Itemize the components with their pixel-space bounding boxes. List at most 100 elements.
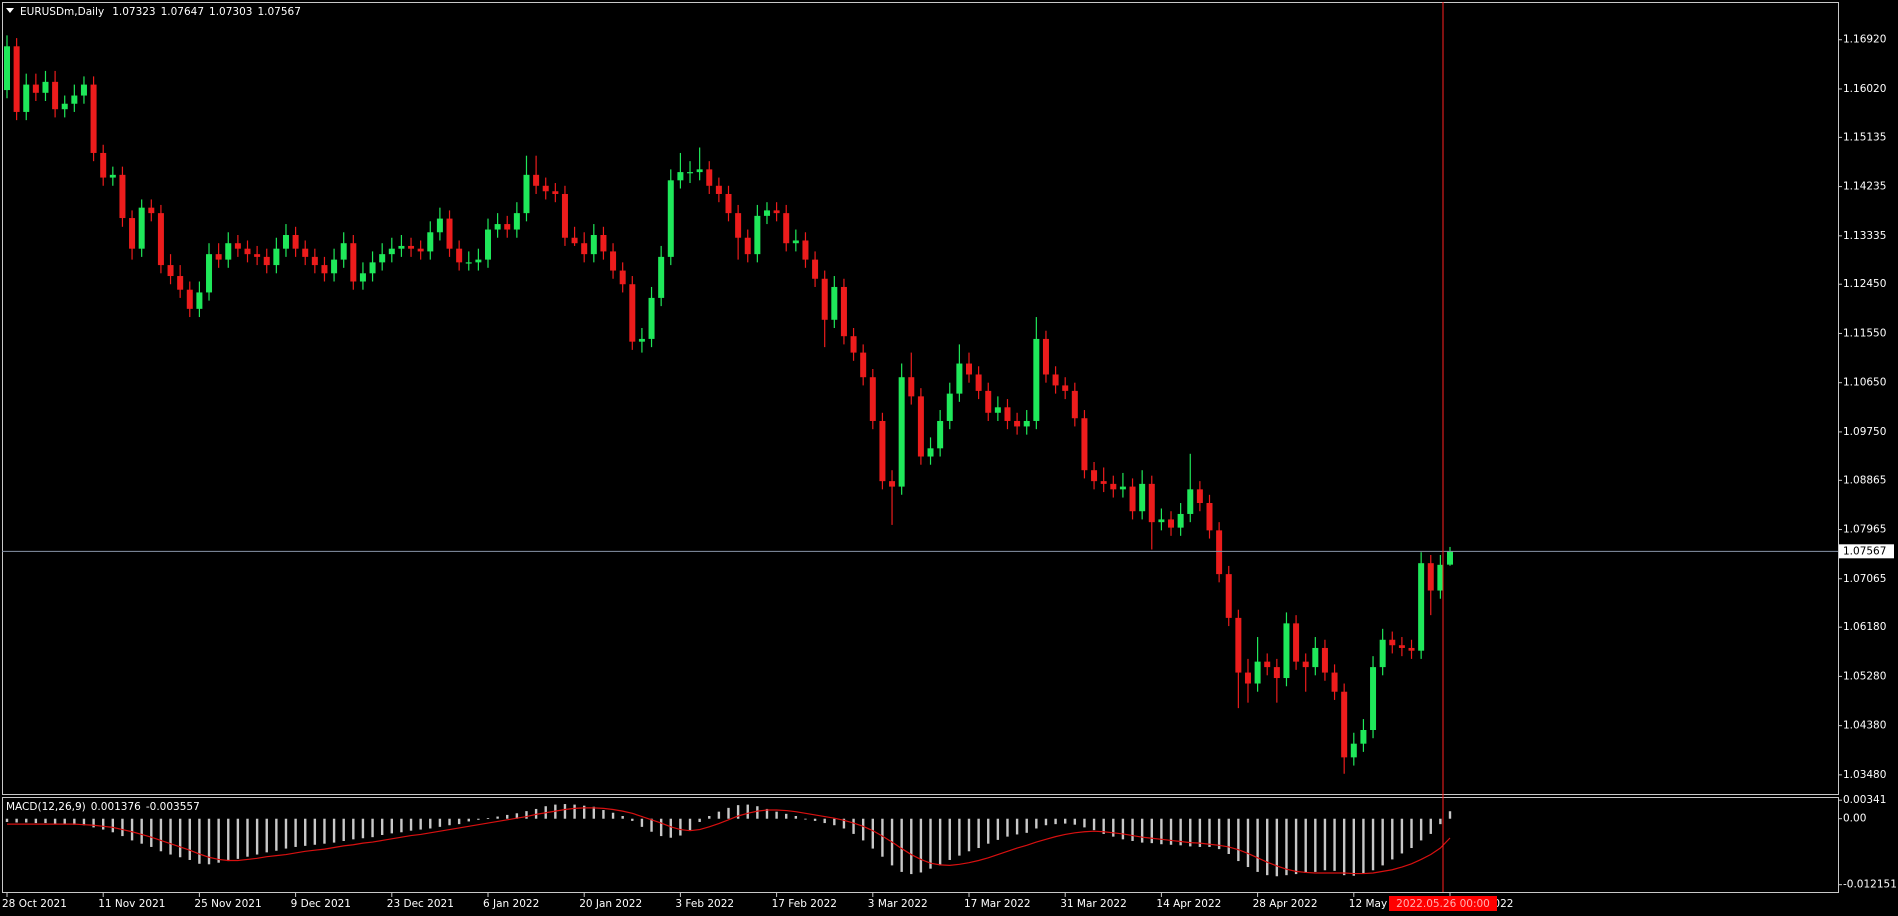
macd-bar: [1169, 818, 1173, 845]
candle-body: [840, 286, 847, 337]
candle-body: [735, 213, 742, 238]
macd-bar: [198, 818, 201, 864]
candle-body: [1216, 530, 1223, 575]
candle-body: [956, 363, 963, 394]
candle-body: [610, 251, 617, 271]
candle-body: [725, 193, 732, 214]
y-tick-label: 1.14235: [1843, 181, 1886, 193]
macd-bar: [44, 818, 47, 824]
candle-body: [71, 95, 78, 104]
macd-bar: [717, 811, 721, 819]
macd-bar: [621, 816, 624, 819]
signal-line: [7, 807, 1451, 875]
macd-bar: [1083, 818, 1086, 828]
macd-bar: [400, 818, 403, 833]
candle-body: [119, 174, 126, 219]
candle-body: [350, 243, 357, 282]
macd-bar: [563, 804, 567, 819]
candle-body: [763, 210, 770, 216]
macd-bar: [1121, 818, 1125, 840]
candle-body: [254, 254, 261, 257]
macd-bar: [833, 818, 836, 826]
macd-bar: [1285, 818, 1288, 876]
candle-body: [1254, 661, 1261, 684]
candle-body: [975, 374, 982, 391]
x-tick-label: 14 Apr 2022: [1156, 898, 1221, 910]
candle-body: [773, 210, 780, 214]
candle-body: [696, 169, 703, 173]
macd-bar: [380, 818, 384, 835]
candle-body: [985, 390, 992, 413]
menu-arrow[interactable]: [6, 8, 14, 13]
chart-header: EURUSDm,Daily 1.07323 1.07647 1.07303 1.0756…: [20, 6, 301, 18]
candle-body: [504, 224, 511, 230]
macd-bar: [236, 818, 240, 859]
candle-body: [1177, 513, 1184, 528]
macd-bar: [361, 818, 365, 839]
macd-bar: [419, 818, 422, 830]
candle-body: [1139, 483, 1146, 512]
candle-body: [398, 245, 405, 249]
macd-bar: [1342, 818, 1346, 876]
macd-bar: [698, 818, 701, 822]
candle-body: [340, 243, 347, 260]
candle-body: [946, 393, 953, 421]
candle-body: [196, 292, 203, 309]
macd-bar: [1275, 818, 1279, 877]
macd-bar: [1035, 818, 1038, 829]
macd-title: MACD(12,26,9): [6, 801, 86, 813]
candle-body: [523, 174, 530, 214]
macd-bar: [1198, 818, 1202, 847]
macd-bar: [1352, 818, 1355, 876]
candle-body: [427, 232, 434, 252]
high-value: 1.07647: [161, 6, 204, 18]
macd-bar: [496, 816, 499, 819]
y-tick-label: -0.012151: [1843, 879, 1897, 891]
candle-body: [1341, 691, 1348, 758]
candle-body: [465, 262, 472, 264]
x-tick-label: 28 Apr 2022: [1253, 898, 1318, 910]
macd-bar: [967, 818, 971, 852]
price-label: 1.07567: [1843, 545, 1886, 557]
macd-bar: [852, 818, 855, 834]
x-tick-label: 23 Dec 2021: [387, 898, 454, 910]
macd-bar: [1112, 818, 1115, 837]
y-tick-label: 1.16020: [1843, 83, 1886, 95]
candle-body: [1158, 519, 1165, 523]
macd-bar: [390, 818, 393, 834]
candle-body: [687, 172, 694, 174]
macd-bar: [1448, 811, 1452, 819]
candle-body: [1042, 338, 1049, 375]
candle-body: [1187, 489, 1194, 514]
candle-body: [677, 172, 684, 181]
candle-body: [80, 84, 87, 96]
candle-body: [379, 254, 386, 263]
y-tick-label: 1.13335: [1843, 230, 1886, 242]
macd-bar: [1092, 818, 1096, 831]
macd-bar: [785, 813, 788, 819]
macd-bar: [775, 811, 778, 819]
candle-body: [1119, 486, 1126, 490]
macd-bar: [1044, 818, 1048, 826]
macd-bar: [294, 818, 297, 847]
x-tick-label: 6 Jan 2022: [483, 898, 539, 910]
candle-body: [937, 420, 944, 449]
candle-body: [485, 229, 491, 260]
macd-bar: [63, 818, 66, 825]
candle-body: [90, 84, 97, 153]
macd-bar: [669, 818, 672, 838]
candle-body: [436, 218, 443, 233]
macd-bar: [583, 805, 586, 819]
macd-bar: [371, 818, 374, 838]
macd-bar: [1391, 818, 1394, 860]
macd-bar: [1314, 818, 1317, 872]
candle-body: [783, 213, 790, 244]
macd-bar: [1323, 818, 1327, 871]
candle-body: [513, 213, 520, 230]
candle-body: [331, 259, 338, 274]
close-value: 1.07567: [257, 6, 300, 18]
macd-bar: [525, 811, 528, 819]
candle-body: [908, 377, 915, 397]
macd-bar: [948, 818, 951, 860]
